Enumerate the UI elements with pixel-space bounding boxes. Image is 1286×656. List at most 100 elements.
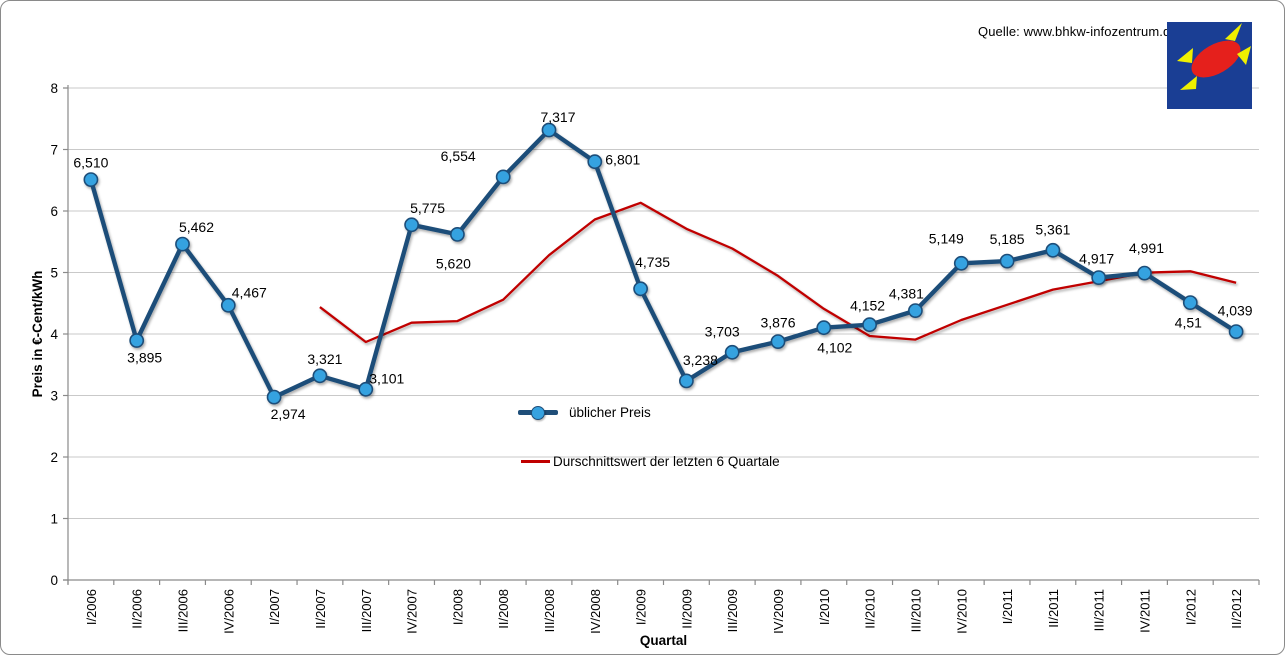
- data-point-marker: [770, 334, 786, 349]
- svg-text:6,554: 6,554: [441, 148, 476, 164]
- x-axis-title: Quartal: [640, 633, 687, 648]
- svg-text:4: 4: [50, 327, 58, 342]
- svg-text:III/2006: III/2006: [176, 589, 191, 632]
- legend-line-marker-icon: [518, 405, 558, 420]
- data-point-marker: [404, 217, 419, 233]
- logo-spark-bottom: [1180, 76, 1197, 90]
- svg-text:3: 3: [50, 389, 58, 404]
- svg-text:IV/2010: IV/2010: [954, 589, 969, 634]
- data-point-marker: [999, 253, 1015, 269]
- legend-line-icon: [521, 460, 550, 463]
- data-point-marker: [908, 303, 923, 318]
- svg-text:III/2008: III/2008: [542, 589, 557, 632]
- svg-text:5,149: 5,149: [929, 230, 964, 246]
- svg-text:I/2011: I/2011: [1000, 589, 1015, 624]
- svg-text:7: 7: [50, 143, 58, 158]
- logo-spark-top: [1225, 23, 1242, 41]
- data-point-marker: [358, 381, 374, 397]
- svg-text:IV/2008: IV/2008: [588, 589, 603, 634]
- data-point-marker: [724, 344, 740, 360]
- data-point-marker: [449, 226, 465, 242]
- source-label: Quelle: www.bhkw-infozentrum.de: [978, 24, 1178, 39]
- data-point-marker: [587, 154, 603, 170]
- svg-text:6,801: 6,801: [605, 152, 640, 168]
- svg-text:III/2007: III/2007: [359, 589, 374, 632]
- data-point-marker: [1091, 270, 1107, 285]
- series-durchschnittswert: [319, 201, 1237, 344]
- svg-text:3,321: 3,321: [307, 351, 342, 367]
- svg-text:4,039: 4,039: [1218, 303, 1253, 319]
- legend-label: üblicher Preis: [569, 405, 651, 420]
- y-tick-labels: 0 1 2 3 4 5 6 7 8: [50, 81, 58, 588]
- data-point-marker: [266, 389, 282, 405]
- svg-text:I/2007: I/2007: [267, 589, 282, 625]
- bhkw-logo: [1167, 22, 1252, 109]
- bhkw-logo-icon: [1167, 22, 1252, 109]
- svg-text:3,238: 3,238: [683, 352, 718, 368]
- svg-text:I/2008: I/2008: [450, 589, 465, 625]
- svg-text:1: 1: [50, 512, 58, 527]
- svg-text:4,917: 4,917: [1079, 251, 1114, 267]
- data-point-marker: [953, 255, 969, 271]
- svg-text:II/2006: II/2006: [130, 589, 145, 629]
- svg-text:II/2011: II/2011: [1046, 589, 1061, 628]
- svg-text:I/2009: I/2009: [634, 589, 649, 625]
- svg-text:5,775: 5,775: [410, 200, 445, 216]
- data-point-marker: [83, 172, 99, 187]
- svg-text:7,317: 7,317: [540, 109, 575, 125]
- svg-text:III/2009: III/2009: [725, 589, 740, 632]
- svg-text:6,510: 6,510: [73, 155, 108, 171]
- data-point-marker: [129, 333, 145, 348]
- svg-text:II/2010: II/2010: [863, 589, 878, 629]
- svg-text:5,361: 5,361: [1035, 221, 1070, 237]
- y-axis-title: Preis in €-Cent/kWh: [30, 271, 45, 398]
- svg-text:4,51: 4,51: [1175, 315, 1202, 331]
- data-point-marker: [862, 317, 877, 333]
- svg-text:4,735: 4,735: [635, 254, 670, 270]
- svg-text:II/2008: II/2008: [496, 589, 511, 629]
- svg-text:4,467: 4,467: [232, 284, 267, 300]
- svg-text:II/2012: II/2012: [1229, 589, 1244, 629]
- svg-text:IV/2006: IV/2006: [221, 589, 236, 634]
- svg-text:3,101: 3,101: [369, 370, 404, 386]
- x-tick-labels: I/2006 II/2006 III/2006 IV/2006 I/2007 II/200…: [84, 589, 1244, 634]
- svg-text:4,381: 4,381: [889, 286, 924, 302]
- svg-text:I/2006: I/2006: [84, 589, 99, 625]
- data-point-marker: [1137, 265, 1152, 281]
- svg-text:II/2007: II/2007: [313, 589, 328, 629]
- svg-text:8: 8: [50, 81, 58, 96]
- data-point-marker: [1045, 242, 1061, 258]
- svg-text:IV/2009: IV/2009: [771, 589, 786, 634]
- svg-text:5,620: 5,620: [436, 255, 471, 271]
- svg-text:3,876: 3,876: [760, 315, 795, 331]
- svg-text:IV/2007: IV/2007: [405, 589, 420, 634]
- data-point-marker: [633, 281, 648, 297]
- svg-text:II/2009: II/2009: [679, 589, 694, 629]
- legend-entry-ueblicher-preis: üblicher Preis: [518, 405, 651, 420]
- svg-text:I/2012: I/2012: [1183, 589, 1198, 625]
- data-point-marker: [679, 373, 694, 389]
- svg-text:4,102: 4,102: [817, 340, 852, 356]
- svg-text:0: 0: [50, 573, 58, 588]
- data-point-marker: [541, 122, 557, 138]
- svg-text:5: 5: [50, 266, 58, 281]
- svg-text:III/2011: III/2011: [1092, 589, 1107, 631]
- logo-spark-right: [1237, 46, 1251, 65]
- svg-text:III/2010: III/2010: [908, 589, 923, 632]
- data-point-marker: [1228, 324, 1244, 339]
- svg-text:3,895: 3,895: [127, 350, 162, 366]
- data-point-marker: [816, 320, 832, 336]
- axes: [63, 85, 1260, 585]
- svg-text:4,991: 4,991: [1129, 240, 1164, 256]
- legend-entry-durchschnittswert: Durschnittswert der letzten 6 Quartale: [521, 454, 780, 469]
- svg-text:5,185: 5,185: [990, 231, 1025, 247]
- data-point-marker: [1182, 295, 1198, 310]
- legend-label: Durschnittswert der letzten 6 Quartale: [553, 454, 780, 469]
- svg-text:IV/2011: IV/2011: [1137, 589, 1152, 633]
- logo-ellipse: [1191, 40, 1241, 78]
- logo-spark-left: [1177, 48, 1193, 63]
- data-point-marker: [312, 368, 328, 384]
- svg-text:2: 2: [50, 450, 58, 465]
